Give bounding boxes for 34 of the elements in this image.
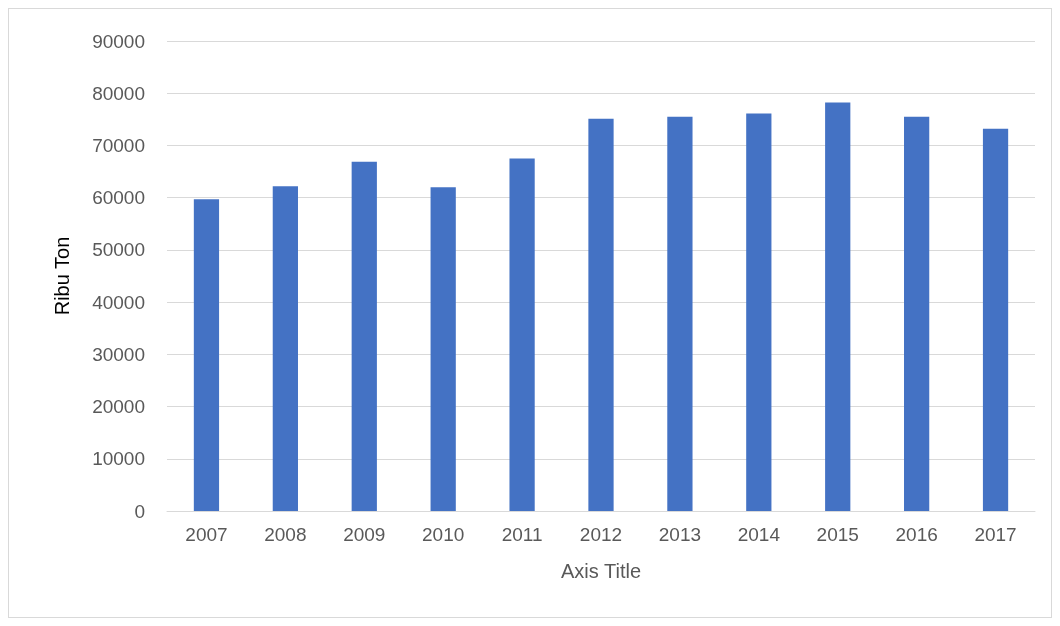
bar — [982, 128, 1009, 511]
y-tick-label: 30000 — [92, 343, 145, 365]
bar — [746, 113, 772, 511]
y-axis-title: Ribu Ton — [51, 236, 73, 316]
x-tick-label: 2007 — [185, 524, 228, 545]
x-tick-label: 2012 — [579, 524, 623, 545]
y-tick-label: 90000 — [92, 30, 145, 52]
y-tick-label: 10000 — [92, 448, 145, 470]
y-tick-label: 40000 — [92, 291, 145, 313]
x-tick-label: 2016 — [895, 524, 938, 545]
bar — [430, 187, 456, 511]
y-tick-label: 50000 — [92, 239, 145, 261]
bar — [272, 186, 298, 511]
y-tick-label: 0 — [134, 500, 145, 522]
bar — [509, 158, 535, 511]
x-axis-title: Axis Title — [560, 560, 642, 582]
x-tick-label: 2008 — [264, 524, 307, 545]
bar — [193, 199, 220, 511]
y-tick-label: 70000 — [92, 134, 145, 156]
x-tick-label: 2014 — [737, 524, 781, 545]
y-tick-label: 80000 — [92, 82, 145, 104]
x-tick-label: 2009 — [343, 524, 386, 545]
bar — [667, 116, 693, 511]
x-tick-label: 2010 — [422, 524, 465, 545]
y-tick-label: 20000 — [92, 396, 145, 418]
x-tick-label: 2015 — [816, 524, 859, 545]
bar — [825, 102, 851, 511]
x-tick-label: 2011 — [501, 524, 543, 545]
bar — [904, 116, 930, 511]
y-tick-label: 60000 — [92, 187, 145, 209]
bar — [588, 118, 614, 511]
x-tick-label: 2017 — [974, 524, 1017, 545]
bar — [351, 161, 377, 511]
x-tick-label: 2013 — [658, 524, 702, 545]
